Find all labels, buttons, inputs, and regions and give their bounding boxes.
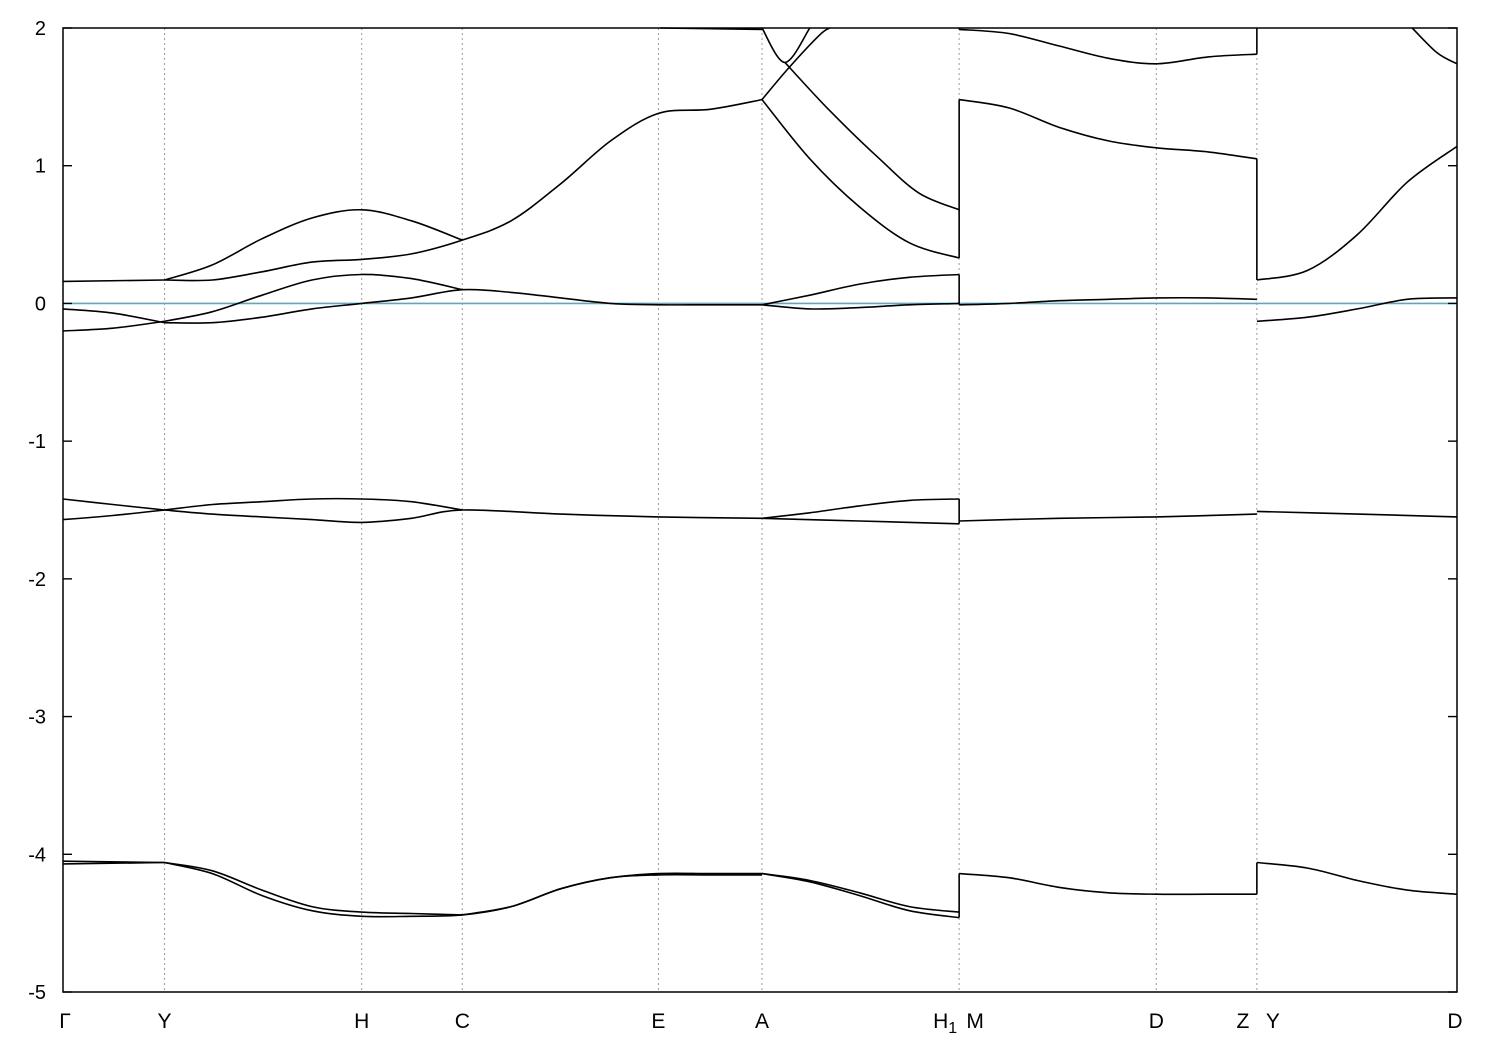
band-line [959, 872, 1257, 896]
band-lines [62, 27, 1458, 919]
kpoint-label: H [354, 1010, 369, 1033]
y-tick-label: 2 [35, 18, 46, 40]
kpoint-label: D [1447, 1010, 1462, 1033]
band-line [761, 273, 960, 306]
band-line [761, 99, 960, 259]
plot-frame [62, 27, 1458, 993]
band-line [164, 509, 763, 524]
band-line [1411, 27, 1458, 65]
band-line [164, 208, 463, 281]
y-axis-tick-labels: 2 1 0 -1 -2 -3 -4 -5 [28, 18, 46, 1004]
band-line [959, 513, 1257, 522]
band-line [62, 279, 165, 283]
band-line [164, 98, 763, 282]
band-line [62, 320, 165, 332]
kpoint-label: D [1149, 1010, 1164, 1033]
kpoint-label: M [966, 1010, 984, 1033]
band-line [761, 27, 831, 101]
band-line [164, 497, 463, 511]
kpoint-label: Y [1266, 1010, 1280, 1033]
kpoint-label: E [651, 1010, 665, 1033]
y-tick-label: 0 [35, 293, 46, 315]
band-line [761, 872, 960, 919]
y-tick-label: -5 [28, 982, 46, 1004]
band-line [164, 273, 463, 323]
band-line [1256, 510, 1458, 518]
band-line [1256, 861, 1458, 895]
band-line [761, 498, 960, 520]
kpoint-label: Z [1236, 1010, 1249, 1033]
band-line [62, 308, 165, 324]
band-line [164, 861, 463, 916]
band-line [462, 873, 762, 916]
y-tick-label: 1 [35, 156, 46, 178]
band-line [62, 498, 165, 511]
y-tick-label: -2 [28, 569, 46, 591]
kpoint-label: C [455, 1010, 470, 1033]
band-line [164, 288, 762, 324]
band-line [784, 61, 960, 211]
band-line [959, 296, 1257, 306]
y-tick-label: -1 [28, 431, 46, 453]
kpoint-label: A [755, 1010, 769, 1033]
y-tick-label: -3 [28, 707, 46, 729]
kpoint-label: Y [158, 1010, 172, 1033]
band-line [761, 517, 960, 525]
kpoint-label: Γ [59, 1010, 71, 1033]
band-line [1256, 297, 1458, 323]
band-line [958, 98, 1258, 160]
band-line [1256, 145, 1458, 281]
band-line [62, 861, 165, 865]
band-line [959, 28, 1257, 65]
band-line [62, 509, 165, 521]
band-line [761, 302, 960, 310]
y-axis-ticks [63, 27, 1457, 993]
y-tick-label: -4 [28, 844, 46, 866]
band-line [761, 872, 960, 913]
